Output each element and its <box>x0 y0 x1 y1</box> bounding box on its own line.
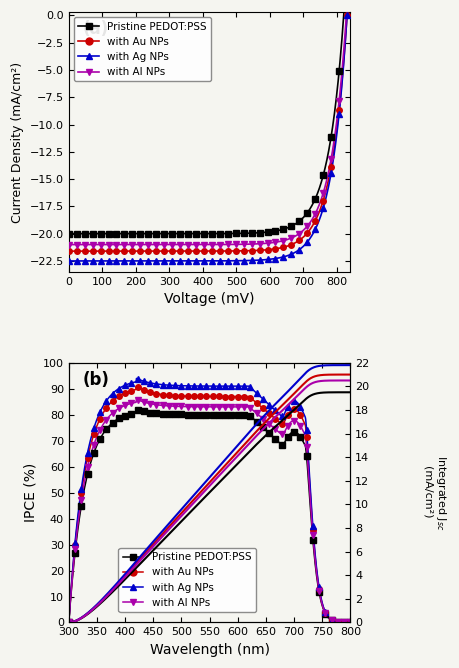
Y-axis label: Current Density (mA/cm²): Current Density (mA/cm²) <box>11 61 24 222</box>
X-axis label: Wavelength (nm): Wavelength (nm) <box>150 643 269 657</box>
Legend: Pristine PEDOT:PSS, with Au NPs, with Ag NPs, with Al NPs: Pristine PEDOT:PSS, with Au NPs, with Ag… <box>74 17 211 81</box>
Text: (a): (a) <box>83 20 109 38</box>
Y-axis label: Integrated J$_{sc}$
(mA/cm²): Integrated J$_{sc}$ (mA/cm²) <box>422 455 448 530</box>
Legend: Pristine PEDOT:PSS, with Au NPs, with Ag NPs, with Al NPs: Pristine PEDOT:PSS, with Au NPs, with Ag… <box>118 548 256 612</box>
X-axis label: Voltage (mV): Voltage (mV) <box>164 293 255 307</box>
Text: (b): (b) <box>83 371 110 389</box>
Y-axis label: IPCE (%): IPCE (%) <box>23 463 37 522</box>
